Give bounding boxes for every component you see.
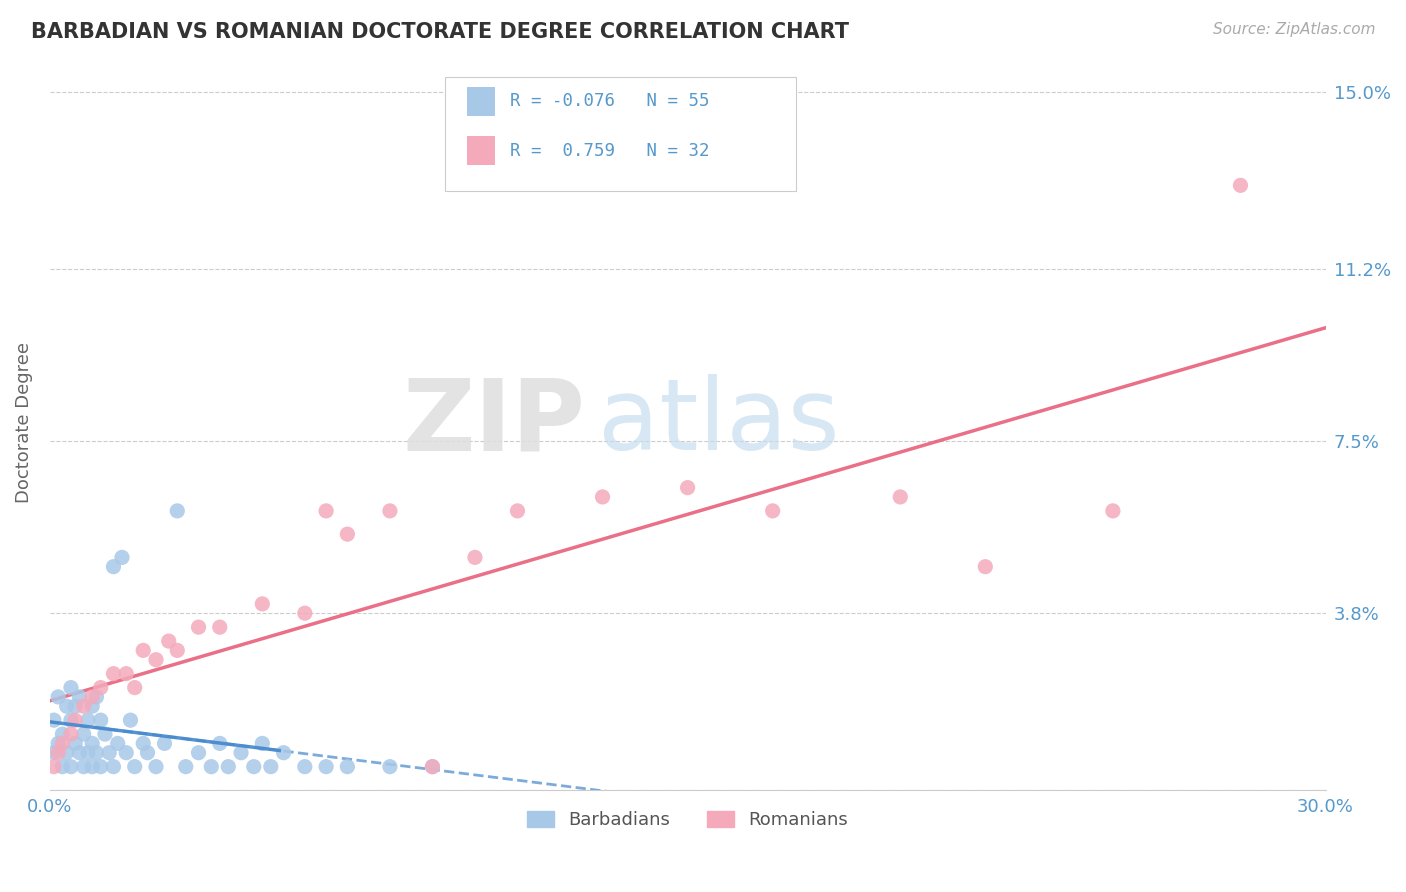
Text: BARBADIAN VS ROMANIAN DOCTORATE DEGREE CORRELATION CHART: BARBADIAN VS ROMANIAN DOCTORATE DEGREE C…: [31, 22, 849, 42]
Point: [422, 759, 444, 773]
Point: [676, 481, 699, 495]
Legend: Barbadians, Romanians: Barbadians, Romanians: [520, 804, 855, 836]
Point: [187, 620, 209, 634]
Point: [136, 746, 159, 760]
Point: [762, 504, 785, 518]
Point: [55, 746, 77, 760]
Point: [115, 666, 138, 681]
Point: [229, 746, 252, 760]
Point: [592, 490, 614, 504]
Point: [166, 643, 188, 657]
Point: [90, 713, 112, 727]
Point: [336, 527, 359, 541]
Point: [166, 504, 188, 518]
Point: [260, 759, 283, 773]
Point: [46, 736, 69, 750]
Point: [73, 727, 96, 741]
Point: [46, 746, 69, 760]
Point: [90, 759, 112, 773]
Point: [120, 713, 142, 727]
Point: [107, 736, 129, 750]
Point: [378, 504, 401, 518]
Point: [51, 736, 73, 750]
Point: [82, 759, 104, 773]
Point: [63, 736, 86, 750]
Point: [51, 727, 73, 741]
Point: [67, 690, 90, 704]
Point: [315, 504, 337, 518]
Point: [86, 746, 108, 760]
Point: [174, 759, 197, 773]
Point: [98, 746, 121, 760]
Point: [90, 681, 112, 695]
Point: [132, 643, 155, 657]
Point: [51, 759, 73, 773]
Point: [208, 736, 231, 750]
Text: atlas: atlas: [599, 374, 839, 471]
Point: [103, 666, 125, 681]
Point: [124, 681, 146, 695]
Text: ZIP: ZIP: [402, 374, 585, 471]
Point: [73, 759, 96, 773]
Point: [153, 736, 176, 750]
Point: [124, 759, 146, 773]
Point: [252, 736, 274, 750]
Point: [46, 690, 69, 704]
Point: [294, 759, 316, 773]
Text: Source: ZipAtlas.com: Source: ZipAtlas.com: [1212, 22, 1375, 37]
Point: [82, 690, 104, 704]
Point: [103, 559, 125, 574]
Point: [42, 759, 65, 773]
Point: [82, 736, 104, 750]
Point: [111, 550, 134, 565]
Point: [378, 759, 401, 773]
Point: [59, 713, 82, 727]
Point: [94, 727, 117, 741]
Point: [132, 736, 155, 750]
Point: [464, 550, 486, 565]
Point: [63, 699, 86, 714]
Point: [82, 699, 104, 714]
Point: [315, 759, 337, 773]
Point: [422, 759, 444, 773]
Text: R = -0.076   N = 55: R = -0.076 N = 55: [510, 93, 710, 111]
Text: R =  0.759   N = 32: R = 0.759 N = 32: [510, 142, 710, 160]
Point: [77, 713, 100, 727]
Point: [59, 759, 82, 773]
Point: [974, 559, 997, 574]
Point: [200, 759, 222, 773]
FancyBboxPatch shape: [467, 136, 495, 165]
Point: [1229, 178, 1251, 193]
Point: [187, 746, 209, 760]
Point: [145, 759, 167, 773]
FancyBboxPatch shape: [446, 78, 796, 191]
Point: [157, 634, 180, 648]
FancyBboxPatch shape: [467, 87, 495, 116]
Point: [73, 699, 96, 714]
Point: [273, 746, 295, 760]
Point: [889, 490, 911, 504]
Point: [1102, 504, 1125, 518]
Point: [67, 746, 90, 760]
Point: [86, 690, 108, 704]
Point: [42, 746, 65, 760]
Point: [506, 504, 529, 518]
Point: [252, 597, 274, 611]
Point: [294, 606, 316, 620]
Point: [208, 620, 231, 634]
Point: [103, 759, 125, 773]
Point: [145, 653, 167, 667]
Point: [115, 746, 138, 760]
Point: [77, 746, 100, 760]
Point: [59, 681, 82, 695]
Point: [55, 699, 77, 714]
Point: [336, 759, 359, 773]
Point: [63, 713, 86, 727]
Point: [243, 759, 266, 773]
Point: [59, 727, 82, 741]
Point: [42, 713, 65, 727]
Point: [217, 759, 239, 773]
Y-axis label: Doctorate Degree: Doctorate Degree: [15, 342, 32, 503]
